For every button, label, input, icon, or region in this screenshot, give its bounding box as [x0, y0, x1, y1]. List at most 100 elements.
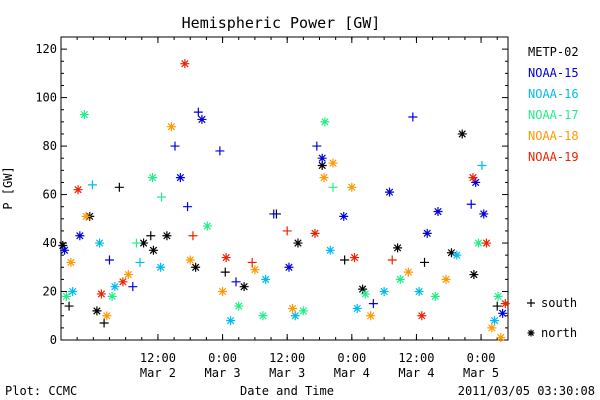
data-point — [250, 265, 260, 275]
data-point — [479, 209, 489, 219]
plus-marker-icon — [527, 299, 535, 307]
data-point — [347, 182, 357, 192]
data-point — [358, 284, 368, 294]
data-point — [99, 318, 109, 328]
data-point — [170, 141, 180, 151]
data-point — [64, 301, 74, 311]
data-point — [180, 59, 190, 69]
legend-entry: NOAA-19 — [528, 150, 579, 164]
data-point — [284, 262, 294, 272]
legend-entry: NOAA-18 — [528, 129, 579, 143]
data-points — [58, 59, 510, 343]
data-point — [107, 291, 117, 301]
data-point — [350, 253, 360, 263]
data-point — [471, 177, 481, 187]
data-point — [258, 311, 268, 321]
data-point — [468, 173, 478, 183]
data-point — [79, 110, 89, 120]
data-point — [496, 333, 506, 343]
x-tick-label-time: 0:00 — [208, 351, 237, 365]
data-point — [366, 311, 376, 321]
data-point — [81, 211, 91, 221]
data-point — [422, 228, 432, 238]
data-point — [498, 308, 508, 318]
data-point — [446, 248, 456, 258]
y-tick-label: 100 — [35, 91, 57, 105]
x-tick-label-date: Mar 2 — [140, 366, 176, 380]
data-point — [261, 274, 271, 284]
data-point — [339, 211, 349, 221]
x-tick-label-time: 12:00 — [269, 351, 305, 365]
data-point — [387, 255, 397, 265]
data-point — [185, 255, 195, 265]
data-point — [269, 209, 279, 219]
data-point — [188, 231, 198, 241]
data-point — [221, 253, 231, 263]
data-point — [139, 238, 149, 248]
y-tick-label: 120 — [35, 42, 57, 56]
data-point — [215, 146, 225, 156]
data-point — [96, 289, 106, 299]
data-point — [87, 180, 97, 190]
data-point — [310, 228, 320, 238]
data-point — [75, 231, 85, 241]
legend-entry: NOAA-15 — [528, 66, 579, 80]
data-point — [148, 173, 158, 183]
data-point — [157, 192, 167, 202]
data-point — [66, 257, 76, 267]
data-point — [317, 160, 327, 170]
plot-frame — [60, 36, 509, 341]
data-point — [193, 107, 203, 117]
data-point — [477, 160, 487, 170]
data-point — [73, 185, 83, 195]
data-point — [118, 277, 128, 287]
data-point — [328, 182, 338, 192]
data-point — [68, 287, 78, 297]
x-tick-label-time: 12:00 — [140, 351, 176, 365]
data-point — [95, 238, 105, 248]
y-tick-label: 20 — [43, 285, 57, 299]
data-point — [60, 245, 70, 255]
x-tick-label-date: Mar 3 — [269, 366, 305, 380]
legend-entry: NOAA-16 — [528, 87, 579, 101]
y-tick-label: 0 — [50, 333, 57, 347]
data-point — [202, 221, 212, 231]
data-point — [352, 303, 362, 313]
data-point — [312, 141, 322, 151]
x-axis-label: Date and Time — [240, 384, 334, 398]
data-point — [234, 301, 244, 311]
asterisk-marker-icon — [527, 329, 535, 337]
x-tick-label-time: 0:00 — [337, 351, 366, 365]
timestamp: 2011/03/05 03:30:08 — [458, 384, 595, 398]
x-tick-label-time: 0:00 — [467, 351, 496, 365]
data-point — [430, 291, 440, 301]
data-point — [481, 238, 491, 248]
chart-title: Hemispheric Power [GW] — [182, 14, 381, 32]
data-point — [102, 311, 112, 321]
marker-legend-label: south — [541, 296, 577, 310]
data-point — [490, 316, 500, 326]
data-point — [123, 270, 133, 280]
data-point — [393, 243, 403, 253]
data-point — [293, 238, 303, 248]
data-point — [320, 117, 330, 127]
plot-credit: Plot: CCMC — [5, 384, 77, 398]
x-tick-label-date: Mar 5 — [463, 366, 499, 380]
y-tick-label: 80 — [43, 139, 57, 153]
data-point — [162, 231, 172, 241]
data-point — [191, 262, 201, 272]
data-point — [433, 207, 443, 217]
y-axis-label: P [GW] — [1, 166, 15, 209]
data-point — [317, 153, 327, 163]
data-point — [319, 173, 329, 183]
data-point — [114, 182, 124, 192]
data-point — [247, 257, 257, 267]
data-point — [492, 301, 502, 311]
data-point — [420, 257, 430, 267]
legend: METP-02 NOAA-15 NOAA-16 NOAA-17 NOAA-18 NOAA-… — [528, 45, 579, 164]
data-point — [110, 282, 120, 292]
data-point — [325, 245, 335, 255]
data-point — [104, 255, 114, 265]
